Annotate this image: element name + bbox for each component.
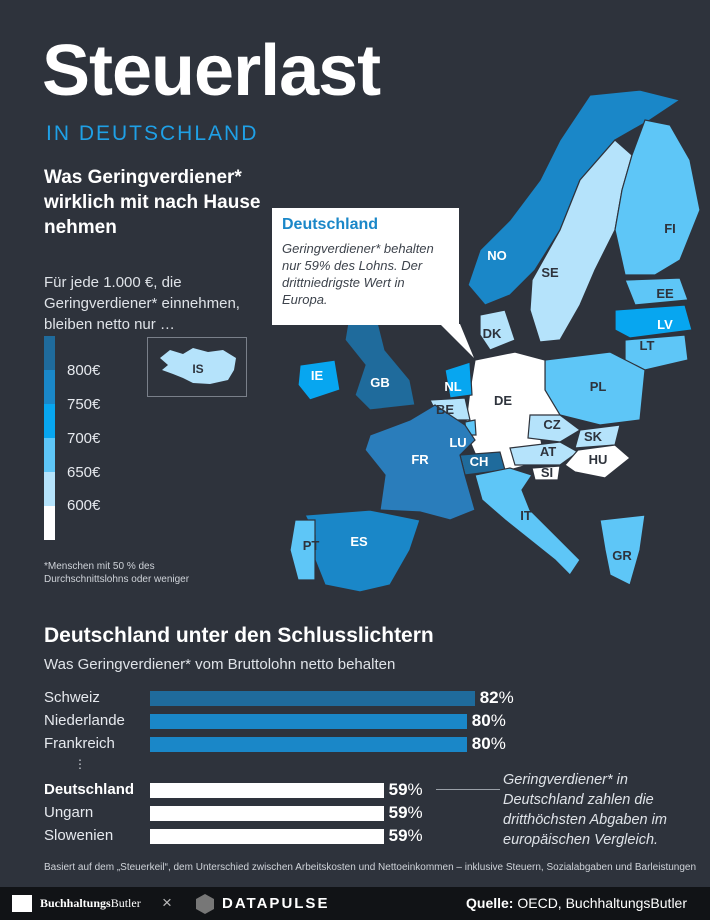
datapulse-logo-icon — [196, 894, 214, 914]
bar — [150, 783, 384, 798]
legend-label: 650€ — [67, 464, 101, 481]
country-EE — [624, 277, 689, 306]
label-CZ: CZ — [543, 417, 560, 432]
label-GB: GB — [370, 375, 390, 390]
country-DK — [479, 309, 516, 351]
bar — [150, 737, 467, 752]
bar-value: 59% — [388, 826, 423, 845]
callout-body: Geringverdiener* behalten nur 59% des Lo… — [282, 241, 434, 307]
label-HU: HU — [589, 452, 608, 467]
bar-label: Niederlande — [44, 712, 125, 729]
legend-title: Für jede 1.000 €, die Geringverdiener* e… — [44, 274, 240, 333]
country-AT — [509, 441, 580, 466]
germany-callout: Deutschland Geringverdiener* behalten nu… — [272, 208, 459, 325]
legend-swatch — [44, 404, 55, 438]
label-NL: NL — [444, 379, 461, 394]
label-CH: CH — [470, 454, 489, 469]
label-SE: SE — [541, 265, 559, 280]
bar-value: 59% — [388, 780, 423, 799]
chart-title: Deutschland unter den Schlusslichtern — [44, 624, 434, 647]
country-GB — [344, 309, 416, 411]
bar-value: 80% — [471, 711, 506, 730]
bar-value: 82% — [479, 688, 514, 707]
buchhaltungsbutler-logo-icon — [12, 895, 32, 912]
label-IT: IT — [520, 508, 532, 523]
label-AT: AT — [540, 444, 556, 459]
label-ES: ES — [350, 534, 368, 549]
bar-label: Frankreich — [44, 735, 115, 752]
label-LT: LT — [640, 338, 655, 353]
bar-value: 59% — [388, 803, 423, 822]
country-IS — [160, 348, 236, 384]
bar-label: Schweiz — [44, 689, 100, 706]
annotation-line — [436, 789, 500, 790]
label-PT: PT — [303, 538, 320, 553]
page-title: Steuerlast — [42, 31, 381, 111]
europe-map: NO SE FI EE LV LT DK IE GB NL BE DE PL L… — [289, 89, 701, 593]
label-GR: GR — [612, 548, 632, 563]
page-subtitle: IN DEUTSCHLAND — [46, 122, 259, 145]
country-NO — [467, 89, 682, 306]
bar — [150, 806, 384, 821]
label-PL: PL — [590, 379, 607, 394]
brand-buchhaltungsbutler: BuchhaltungsButler — [40, 896, 141, 910]
bar-label: Ungarn — [44, 804, 94, 821]
country-SI — [531, 465, 561, 481]
label-IS: IS — [192, 362, 203, 376]
label-SI: SI — [541, 465, 553, 480]
bar-label: Slowenien — [44, 827, 114, 844]
bar — [150, 691, 475, 706]
country-NL — [444, 361, 473, 399]
chart-annotation: Geringverdiener* in Deutschland zahlen d… — [503, 772, 667, 848]
legend-label: 600€ — [67, 497, 101, 514]
bar-label: Deutschland — [44, 781, 135, 798]
label-DK: DK — [483, 326, 502, 341]
country-CZ — [527, 414, 582, 443]
country-FI — [614, 119, 701, 276]
question-heading: Was Geringverdiener* wirklich mit nach H… — [44, 167, 261, 238]
country-IE — [297, 359, 341, 401]
country-ES — [304, 509, 421, 593]
basis-note: Basiert auf dem „Steuerkeil“, dem Unters… — [44, 862, 697, 873]
country-FR — [364, 404, 476, 521]
footnote: *Menschen mit 50 % des Durchschnittslohn… — [44, 561, 190, 585]
bar — [150, 714, 467, 729]
label-FR: FR — [411, 452, 429, 467]
ellipsis: ⋮ — [74, 757, 86, 771]
country-LV — [614, 304, 693, 339]
label-IE: IE — [311, 368, 324, 383]
callout-pointer — [440, 324, 474, 358]
label-EE: EE — [656, 286, 674, 301]
chart-subtitle: Was Geringverdiener* vom Bruttolohn nett… — [44, 656, 396, 673]
country-IT — [474, 467, 581, 576]
bar — [150, 829, 384, 844]
legend-label: 750€ — [67, 396, 101, 413]
label-DE: DE — [494, 393, 512, 408]
label-FI: FI — [664, 221, 676, 236]
label-LV: LV — [657, 317, 673, 332]
country-PT — [289, 519, 316, 581]
source: Quelle: OECD, BuchhaltungsButler — [466, 895, 687, 911]
legend-label: 800€ — [67, 362, 101, 379]
legend-label: 700€ — [67, 430, 101, 447]
times-icon: × — [162, 893, 172, 912]
legend-swatch — [44, 336, 55, 370]
label-SK: SK — [584, 429, 603, 444]
legend-swatch — [44, 438, 55, 472]
label-BE: BE — [436, 402, 454, 417]
iceland-inset: IS — [147, 337, 247, 397]
country-HU — [564, 444, 631, 479]
label-LU: LU — [449, 435, 466, 450]
label-NO: NO — [487, 248, 507, 263]
legend-swatch — [44, 370, 55, 404]
bar-value: 80% — [471, 734, 506, 753]
legend-swatch — [44, 506, 55, 540]
footer: BuchhaltungsButler × DATAPULSE Quelle: O… — [0, 887, 710, 920]
country-LT — [624, 334, 689, 371]
country-GR — [599, 514, 646, 586]
brand-datapulse: DATAPULSE — [222, 895, 330, 912]
callout-title: Deutschland — [282, 216, 379, 233]
legend-swatch — [44, 472, 55, 506]
